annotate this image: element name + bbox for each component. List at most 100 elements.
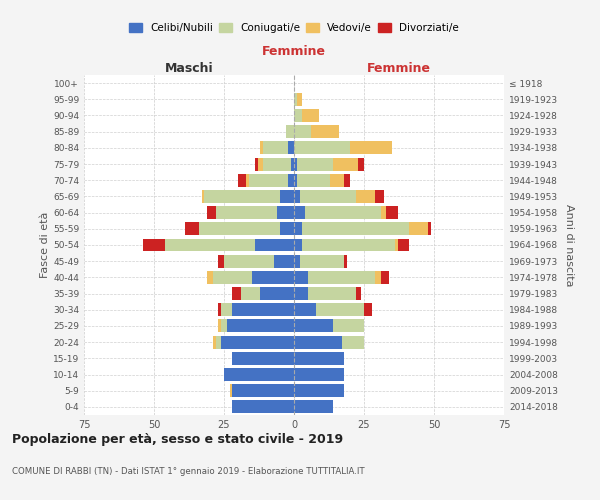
- Bar: [143, 238, 165, 252]
- Bar: [207, 206, 215, 219]
- Bar: [305, 206, 381, 219]
- Bar: [232, 384, 294, 397]
- Bar: [409, 222, 428, 235]
- Bar: [375, 190, 383, 203]
- Bar: [252, 271, 294, 284]
- Bar: [341, 336, 364, 348]
- Bar: [274, 254, 294, 268]
- Text: Popolazione per età, sesso e stato civile - 2019: Popolazione per età, sesso e stato civil…: [12, 432, 343, 446]
- Bar: [358, 158, 364, 170]
- Bar: [294, 222, 302, 235]
- Bar: [280, 190, 294, 203]
- Bar: [302, 109, 319, 122]
- Bar: [207, 271, 213, 284]
- Bar: [344, 174, 350, 186]
- Bar: [294, 190, 299, 203]
- Bar: [230, 384, 232, 397]
- Bar: [255, 158, 257, 170]
- Bar: [294, 125, 311, 138]
- Bar: [224, 254, 274, 268]
- Bar: [297, 158, 333, 170]
- Text: Maschi: Maschi: [164, 62, 214, 75]
- Bar: [257, 158, 263, 170]
- Bar: [356, 287, 361, 300]
- Bar: [297, 93, 302, 106]
- Bar: [260, 287, 294, 300]
- Bar: [294, 271, 308, 284]
- Bar: [215, 206, 277, 219]
- Bar: [221, 304, 232, 316]
- Bar: [294, 336, 341, 348]
- Bar: [398, 238, 409, 252]
- Bar: [333, 158, 358, 170]
- Bar: [263, 158, 291, 170]
- Bar: [218, 254, 224, 268]
- Bar: [232, 400, 294, 413]
- Text: COMUNE DI RABBI (TN) - Dati ISTAT 1° gennaio 2019 - Elaborazione TUTTITALIA.IT: COMUNE DI RABBI (TN) - Dati ISTAT 1° gen…: [12, 468, 365, 476]
- Bar: [294, 93, 297, 106]
- Bar: [213, 336, 215, 348]
- Bar: [294, 352, 344, 365]
- Bar: [316, 304, 364, 316]
- Bar: [215, 336, 221, 348]
- Bar: [302, 238, 395, 252]
- Bar: [356, 190, 375, 203]
- Bar: [202, 190, 205, 203]
- Bar: [386, 206, 398, 219]
- Bar: [185, 222, 199, 235]
- Bar: [299, 190, 356, 203]
- Bar: [213, 271, 252, 284]
- Bar: [291, 158, 294, 170]
- Bar: [375, 271, 381, 284]
- Bar: [311, 125, 339, 138]
- Bar: [218, 320, 221, 332]
- Bar: [277, 206, 294, 219]
- Bar: [302, 222, 409, 235]
- Bar: [289, 174, 294, 186]
- Bar: [294, 254, 299, 268]
- Bar: [331, 174, 344, 186]
- Bar: [299, 254, 344, 268]
- Bar: [205, 190, 280, 203]
- Bar: [232, 304, 294, 316]
- Bar: [224, 368, 294, 381]
- Bar: [241, 287, 260, 300]
- Bar: [286, 125, 294, 138]
- Bar: [260, 142, 263, 154]
- Bar: [344, 254, 347, 268]
- Bar: [297, 174, 331, 186]
- Bar: [221, 336, 294, 348]
- Bar: [294, 142, 350, 154]
- Bar: [294, 206, 305, 219]
- Bar: [232, 352, 294, 365]
- Bar: [381, 206, 386, 219]
- Bar: [232, 287, 241, 300]
- Bar: [308, 271, 375, 284]
- Bar: [255, 238, 294, 252]
- Y-axis label: Fasce di età: Fasce di età: [40, 212, 50, 278]
- Bar: [364, 304, 373, 316]
- Bar: [308, 287, 356, 300]
- Bar: [249, 174, 289, 186]
- Bar: [227, 320, 294, 332]
- Bar: [294, 304, 316, 316]
- Bar: [294, 320, 333, 332]
- Bar: [294, 158, 297, 170]
- Bar: [294, 174, 297, 186]
- Bar: [294, 368, 344, 381]
- Bar: [263, 142, 289, 154]
- Bar: [294, 384, 344, 397]
- Bar: [428, 222, 431, 235]
- Text: Femmine: Femmine: [262, 45, 326, 58]
- Bar: [238, 174, 247, 186]
- Bar: [294, 400, 333, 413]
- Bar: [395, 238, 398, 252]
- Bar: [289, 142, 294, 154]
- Bar: [247, 174, 249, 186]
- Bar: [218, 304, 221, 316]
- Text: Femmine: Femmine: [367, 62, 431, 75]
- Bar: [333, 320, 364, 332]
- Bar: [199, 222, 280, 235]
- Bar: [294, 287, 308, 300]
- Bar: [350, 142, 392, 154]
